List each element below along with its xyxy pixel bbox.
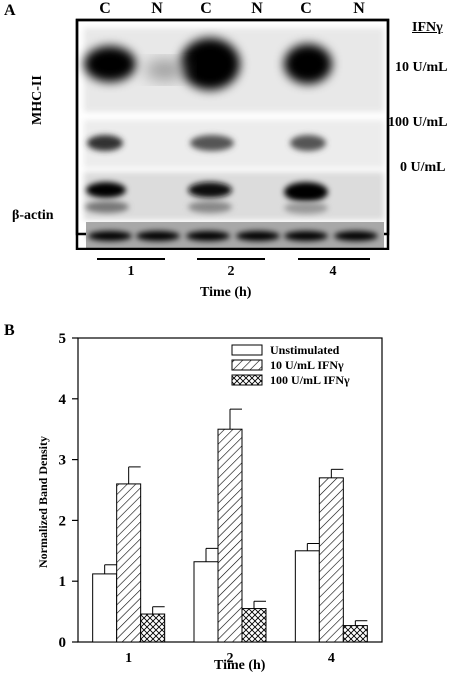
- bar-3-1: [140, 613, 166, 643]
- y-tick-label-5: 5: [59, 331, 67, 347]
- y-tick-label-1: 1: [59, 574, 67, 590]
- row-label-100u: 100 U/mL: [388, 115, 448, 130]
- bar-1-4: [294, 550, 320, 643]
- lane-header-4: N: [251, 0, 263, 17]
- lane-header-6: N: [353, 0, 365, 17]
- row-label-10u: 10 U/mL: [395, 60, 448, 75]
- lane-header-5: C: [300, 0, 312, 17]
- time-group-label-3: 4: [329, 264, 337, 279]
- y-tick-label-0: 0: [59, 635, 67, 651]
- time-group-line-2: [197, 258, 265, 260]
- legend-label-3: 100 U/mL IFNγ: [270, 373, 350, 387]
- x-tick-label-1: 1: [125, 651, 132, 666]
- y-tick-label-4: 4: [59, 392, 67, 408]
- beta-actin-label: β-actin: [12, 208, 54, 223]
- time-group-label-1: 1: [127, 264, 135, 279]
- bar-3-2: [241, 608, 267, 643]
- time-title-a: Time (h): [200, 285, 252, 300]
- bar-1-2: [193, 561, 219, 643]
- bar-3-4: [342, 625, 368, 643]
- blot-image: [75, 18, 390, 250]
- legend-swatch-2: [231, 359, 263, 371]
- panel-b-label: B: [4, 322, 15, 339]
- bar-1-1: [92, 573, 118, 643]
- time-group-line-1: [97, 258, 165, 260]
- lane-header-1: C: [99, 0, 111, 17]
- x-tick-label-2: 2: [227, 651, 234, 666]
- bar-2-1: [116, 483, 142, 643]
- ifn-header: IFNγ: [412, 20, 443, 35]
- lane-header-3: C: [200, 0, 212, 17]
- time-group-line-3: [298, 258, 370, 260]
- legend-swatch-3: [231, 374, 263, 386]
- legend-swatch-1: [231, 344, 263, 356]
- bar-2-4: [318, 477, 344, 643]
- legend-label-2: 10 U/mL IFNγ: [270, 358, 344, 372]
- panel-a-label: A: [4, 2, 16, 19]
- lane-header-2: N: [151, 0, 163, 17]
- time-group-label-2: 2: [227, 264, 235, 279]
- y-tick-label-2: 2: [59, 513, 67, 529]
- y-tick-label-3: 3: [59, 453, 67, 469]
- legend-label-1: Unstimulated: [270, 343, 340, 357]
- bar-2-2: [217, 428, 243, 643]
- row-label-0u: 0 U/mL: [400, 160, 446, 175]
- x-axis-title: Time (h): [214, 658, 266, 673]
- x-tick-label-4: 4: [328, 651, 335, 666]
